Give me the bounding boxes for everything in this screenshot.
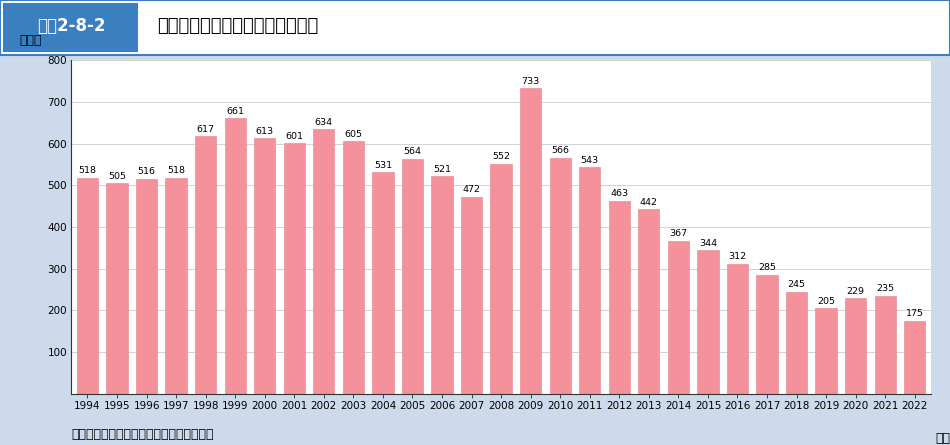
- Text: 285: 285: [758, 263, 776, 272]
- Text: 518: 518: [79, 166, 97, 175]
- Bar: [786, 291, 808, 394]
- Text: 312: 312: [729, 252, 747, 261]
- Bar: [165, 178, 187, 394]
- Text: 516: 516: [138, 167, 156, 176]
- Bar: [550, 158, 571, 394]
- Text: 205: 205: [817, 297, 835, 306]
- Text: 245: 245: [788, 280, 806, 289]
- Text: 442: 442: [640, 198, 657, 207]
- Bar: [520, 88, 542, 394]
- Text: 613: 613: [256, 126, 274, 136]
- Text: （年）: （年）: [936, 432, 950, 445]
- Text: 労働争議調整事件の新規係属件数: 労働争議調整事件の新規係属件数: [157, 17, 318, 36]
- Bar: [136, 178, 158, 394]
- Bar: [697, 250, 718, 394]
- Text: 661: 661: [226, 106, 244, 116]
- Bar: [284, 143, 305, 394]
- Text: 344: 344: [699, 239, 717, 248]
- Text: 634: 634: [314, 118, 332, 127]
- Text: 531: 531: [374, 161, 392, 170]
- Text: 564: 564: [404, 147, 422, 156]
- Text: 図表2-8-2: 図表2-8-2: [37, 17, 106, 36]
- Text: 175: 175: [905, 309, 923, 318]
- Bar: [845, 298, 866, 394]
- Text: 367: 367: [670, 229, 688, 238]
- Bar: [195, 137, 217, 394]
- Bar: [904, 321, 925, 394]
- Text: （件）: （件）: [20, 34, 42, 47]
- Bar: [875, 296, 896, 394]
- Bar: [727, 263, 748, 394]
- Bar: [224, 118, 246, 394]
- Bar: [255, 138, 276, 394]
- FancyBboxPatch shape: [3, 3, 138, 52]
- Bar: [314, 129, 334, 394]
- Text: 605: 605: [345, 130, 362, 139]
- Bar: [638, 210, 659, 394]
- Bar: [580, 167, 600, 394]
- Bar: [490, 164, 512, 394]
- Text: 518: 518: [167, 166, 185, 175]
- Text: 543: 543: [580, 156, 598, 165]
- Text: 235: 235: [876, 284, 894, 293]
- Text: 617: 617: [197, 125, 215, 134]
- Text: 521: 521: [433, 165, 451, 174]
- Bar: [668, 241, 689, 394]
- Bar: [106, 183, 127, 394]
- Text: 733: 733: [522, 77, 540, 85]
- FancyBboxPatch shape: [0, 0, 950, 55]
- Bar: [372, 172, 393, 394]
- Bar: [461, 197, 483, 394]
- Bar: [343, 142, 364, 394]
- Text: 552: 552: [492, 152, 510, 161]
- Text: 463: 463: [610, 189, 628, 198]
- Bar: [431, 177, 452, 394]
- Bar: [77, 178, 98, 394]
- Text: 472: 472: [463, 186, 481, 194]
- Bar: [815, 308, 837, 394]
- Bar: [402, 158, 423, 394]
- Bar: [609, 201, 630, 394]
- Text: 505: 505: [108, 172, 126, 181]
- Text: 566: 566: [551, 146, 569, 155]
- Text: 229: 229: [846, 287, 865, 296]
- Text: 資料：中央労働委員会事務局において作成: 資料：中央労働委員会事務局において作成: [71, 428, 214, 441]
- Text: 601: 601: [285, 132, 303, 141]
- Bar: [756, 275, 778, 394]
